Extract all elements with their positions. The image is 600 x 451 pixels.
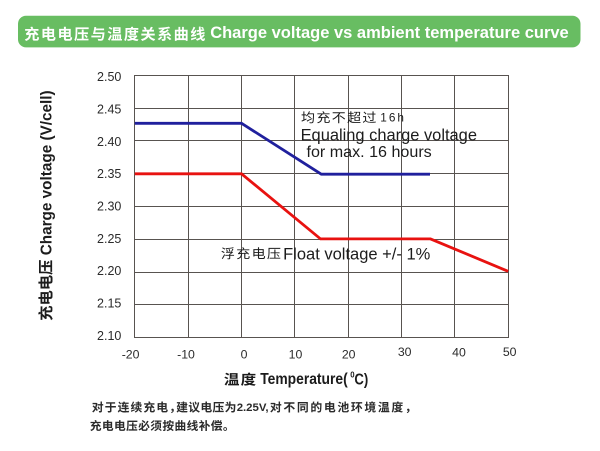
svg-text:Equaling charge voltage: Equaling charge voltage <box>301 127 477 145</box>
svg-text:2.25: 2.25 <box>97 232 121 246</box>
svg-text:2.40: 2.40 <box>97 135 121 149</box>
svg-text:2.20: 2.20 <box>97 264 121 278</box>
svg-text:Charge voltage (V/cell): Charge voltage (V/cell) <box>38 90 55 255</box>
svg-text:2.10: 2.10 <box>97 329 121 343</box>
svg-text:for max. 16 hours: for max. 16 hours <box>307 143 432 161</box>
svg-text:40: 40 <box>452 346 466 360</box>
svg-text:2.30: 2.30 <box>97 200 121 214</box>
svg-text:2.35: 2.35 <box>97 167 121 181</box>
svg-text:30: 30 <box>398 345 412 359</box>
svg-text:-10: -10 <box>177 347 195 361</box>
svg-text:2.50: 2.50 <box>97 70 121 84</box>
svg-text:20: 20 <box>342 347 356 361</box>
svg-text:0: 0 <box>241 347 248 361</box>
svg-text:Charge voltage vs ambient temp: Charge voltage vs ambient temperature cu… <box>210 24 569 42</box>
svg-text:2.15: 2.15 <box>97 297 121 311</box>
svg-text:2.25V,: 2.25V, <box>237 402 269 414</box>
svg-text:Temperature(: Temperature( <box>260 371 348 388</box>
svg-text:16h: 16h <box>380 110 406 124</box>
svg-text:50: 50 <box>503 345 517 359</box>
svg-text:2.45: 2.45 <box>97 102 121 116</box>
svg-text:-20: -20 <box>122 347 140 361</box>
svg-text:C): C) <box>354 371 368 388</box>
svg-text:Float voltage +/- 1%: Float voltage +/- 1% <box>283 246 431 264</box>
svg-text:0: 0 <box>350 371 355 380</box>
svg-text:10: 10 <box>289 347 303 361</box>
